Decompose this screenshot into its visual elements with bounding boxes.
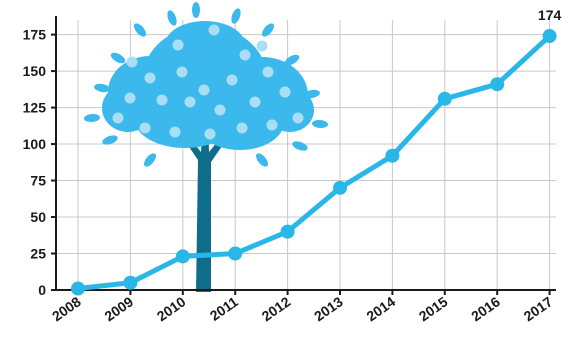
y-axis-ticks: 0 25 50 75 100 125 150 175 <box>23 27 56 298</box>
x-tick-label: 2014 <box>363 293 398 324</box>
tree-fruit-dot <box>198 84 210 96</box>
x-axis-ticks: 2008 2009 2010 2011 2012 2013 2014 2015 2016 2017 <box>49 290 555 324</box>
tree-fruit-dot <box>292 112 304 124</box>
data-labels: 174 <box>538 7 562 23</box>
tree-leaf <box>134 23 146 37</box>
tree-fruit-dot <box>249 96 261 108</box>
tree-canopy <box>84 2 328 167</box>
y-tick-label: 150 <box>23 63 47 79</box>
tree-fruit-dot <box>256 40 268 52</box>
tree-fruit-dot <box>214 104 226 116</box>
series-line <box>75 33 553 292</box>
x-tick-label: 2009 <box>101 293 136 324</box>
x-tick-label: 2008 <box>49 293 84 324</box>
data-point-2012 <box>280 224 295 239</box>
data-point-2016 <box>490 77 505 92</box>
tree-fruit-dot <box>169 126 181 138</box>
data-point-2010 <box>175 249 190 264</box>
y-tick-label: 100 <box>23 136 47 152</box>
x-tick-label: 2013 <box>311 293 346 324</box>
y-tick-label: 0 <box>38 282 46 298</box>
tree-leaf <box>110 52 126 64</box>
data-point-2017 <box>542 29 557 44</box>
tree-fruit-dot <box>266 119 278 131</box>
data-point-2011 <box>228 246 243 261</box>
tree-leaf <box>284 54 300 66</box>
data-point-2009 <box>123 275 138 290</box>
tree-leaf <box>292 141 308 151</box>
tree-leaf <box>256 153 268 167</box>
tree-leaf <box>102 135 118 145</box>
data-point-2015 <box>437 91 452 106</box>
tree-leaf <box>304 89 320 99</box>
series-line-group <box>71 29 557 296</box>
tree-fruit-dot <box>236 122 248 134</box>
tree-fruit-dot <box>139 122 151 134</box>
tree-illustration <box>84 2 328 292</box>
y-tick-label: 25 <box>30 246 46 262</box>
tree-leaf <box>84 113 100 123</box>
tree-fruit-dot <box>156 94 168 106</box>
tree-fruit-dot <box>144 72 156 84</box>
tree-leaf <box>312 119 328 129</box>
tree-fruit-dot <box>112 112 124 124</box>
data-label-2017: 174 <box>538 7 562 23</box>
tree-fruit-dot <box>172 39 184 51</box>
x-tick-label: 2012 <box>259 293 294 324</box>
axes <box>55 16 556 291</box>
tree-leaf <box>167 10 177 26</box>
data-point-2013 <box>333 180 347 195</box>
data-point-2008 <box>71 281 85 296</box>
tree-leaf <box>192 2 200 18</box>
x-tick-label: 2011 <box>207 293 241 324</box>
tree-fruit-dot <box>184 96 196 108</box>
x-tick-label: 2010 <box>154 293 189 324</box>
tree-fruit-dot <box>226 74 238 86</box>
y-tick-label: 125 <box>23 100 47 116</box>
tree-fruit-dot <box>279 86 291 98</box>
tree-leaf <box>262 23 274 37</box>
tree-fruit-dot <box>204 128 216 140</box>
tree-fruit-dot <box>262 66 274 78</box>
tree-fruit-dot <box>126 56 138 68</box>
tree-canopy-blob <box>165 21 245 69</box>
y-tick-label: 50 <box>30 209 46 225</box>
tree-fruit-dot <box>176 66 188 78</box>
y-tick-label: 175 <box>23 27 47 43</box>
tree-leaf <box>94 83 110 93</box>
tree-fruit-dot <box>239 49 251 61</box>
tree-fruit-dot <box>208 24 220 36</box>
y-tick-label: 75 <box>30 173 46 189</box>
tree-leaf <box>144 153 156 167</box>
x-tick-label: 2016 <box>468 293 503 324</box>
tree-leaf <box>231 8 241 24</box>
tree-fruit-dot <box>124 92 136 104</box>
tree-trunk <box>183 120 227 292</box>
data-point-2014 <box>385 148 400 163</box>
tree-trunk-shape <box>183 120 227 292</box>
x-tick-label: 2017 <box>521 293 556 324</box>
x-tick-label: 2015 <box>416 293 451 324</box>
